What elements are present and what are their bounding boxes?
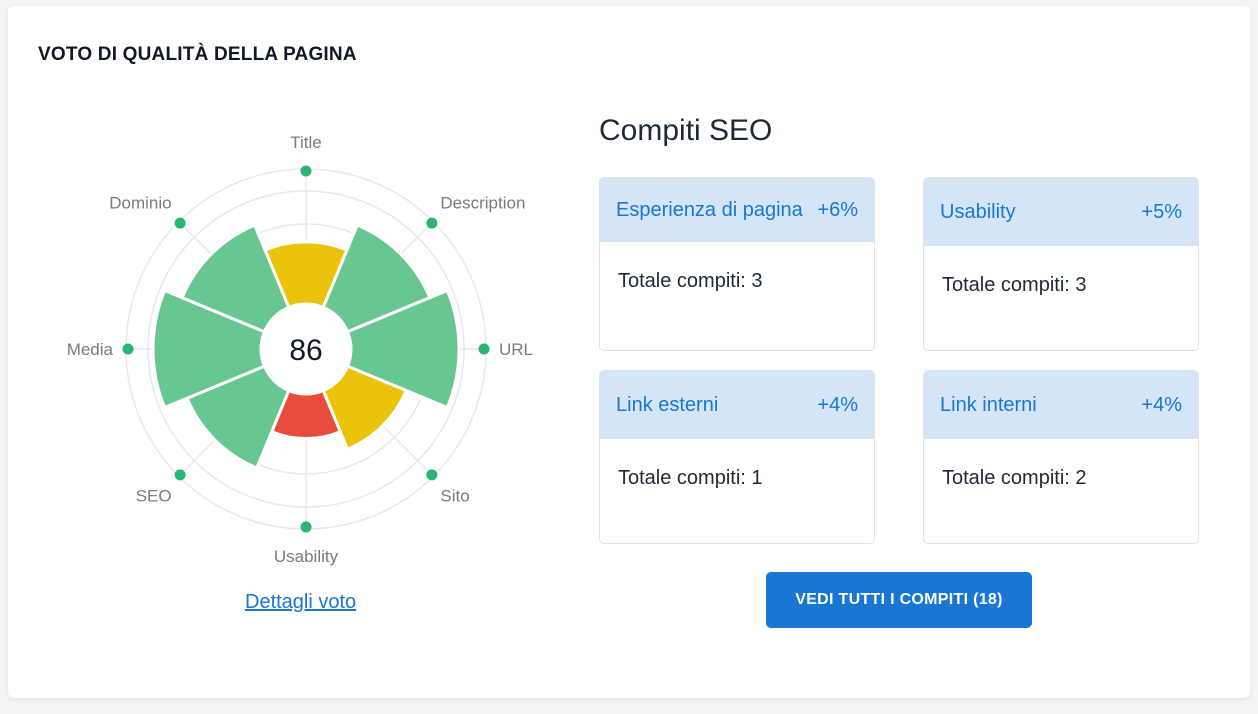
axis-label-seo: SEO bbox=[136, 486, 172, 505]
task-card-internal-links[interactable]: Link interni +4% Totale compiti: 2 bbox=[923, 370, 1199, 544]
axis-label-sito: Sito bbox=[440, 486, 469, 505]
score-details-link[interactable]: Dettagli voto bbox=[245, 591, 357, 613]
radar-sector-seo[interactable] bbox=[185, 364, 291, 470]
task-card-page-experience[interactable]: Esperienza di pagina +6% Totale compiti:… bbox=[599, 177, 875, 351]
task-card-header: Esperienza di pagina +6% bbox=[600, 178, 874, 242]
task-card-header: Link esterni +4% bbox=[600, 371, 874, 439]
task-total: Totale compiti: 1 bbox=[618, 467, 763, 489]
seo-tasks-title: Compiti SEO bbox=[599, 114, 773, 147]
task-category-name: Usability bbox=[940, 200, 1016, 223]
axis-marker-dot bbox=[122, 343, 134, 355]
task-total: Totale compiti: 3 bbox=[942, 274, 1087, 296]
axis-label-url: URL bbox=[499, 340, 533, 359]
axis-marker-dot bbox=[300, 165, 312, 177]
task-impact-percent: +6% bbox=[817, 198, 858, 221]
axis-label-title: Title bbox=[290, 133, 322, 152]
axis-label-description: Description bbox=[440, 194, 525, 213]
task-card-header: Link interni +4% bbox=[924, 371, 1198, 439]
axis-marker-dot bbox=[426, 217, 438, 229]
task-card-usability[interactable]: Usability +5% Totale compiti: 3 bbox=[923, 177, 1199, 351]
task-impact-percent: +5% bbox=[1141, 200, 1182, 223]
task-total: Totale compiti: 2 bbox=[942, 467, 1087, 489]
score-center bbox=[261, 304, 351, 394]
radar-sector-dominio[interactable] bbox=[180, 223, 291, 334]
axis-marker-dot bbox=[300, 521, 312, 533]
task-category-name: Link interni bbox=[940, 393, 1037, 416]
axis-marker-dot bbox=[174, 469, 186, 481]
axis-marker-dot bbox=[174, 217, 186, 229]
axis-label-media: Media bbox=[67, 340, 114, 359]
page-title: VOTO DI QUALITÀ DELLA PAGINA bbox=[38, 44, 357, 65]
overall-score: 86 bbox=[289, 334, 322, 367]
task-category-name: Link esterni bbox=[616, 393, 719, 416]
task-total: Totale compiti: 3 bbox=[618, 270, 763, 292]
task-card-header: Usability +5% bbox=[924, 178, 1198, 246]
view-all-tasks-button[interactable]: VEDI TUTTI I COMPITI (18) bbox=[766, 572, 1032, 628]
quality-radar-chart: 86 Title Description URL Sito Usability SEO Med… bbox=[67, 133, 533, 566]
axis-label-usability: Usability bbox=[274, 547, 339, 566]
axis-label-dominio: Dominio bbox=[109, 194, 171, 213]
axis-marker-dot bbox=[426, 469, 438, 481]
task-category-name: Esperienza di pagina bbox=[616, 198, 803, 221]
task-impact-percent: +4% bbox=[817, 393, 858, 416]
axis-marker-dot bbox=[478, 343, 490, 355]
radar-sector-description[interactable] bbox=[321, 223, 432, 334]
task-impact-percent: +4% bbox=[1141, 393, 1182, 416]
task-card-external-links[interactable]: Link esterni +4% Totale compiti: 1 bbox=[599, 370, 875, 544]
